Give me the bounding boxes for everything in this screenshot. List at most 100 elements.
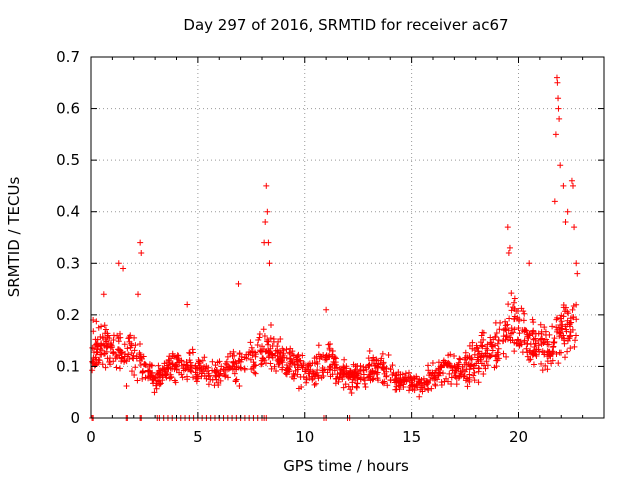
data-point (287, 345, 294, 352)
data-point (236, 351, 243, 358)
data-point (277, 349, 284, 356)
data-point (297, 374, 304, 381)
y-tick-label: 0.1 (56, 357, 80, 375)
data-point (519, 327, 526, 334)
data-point (503, 332, 510, 339)
data-point (493, 353, 500, 360)
data-point (250, 365, 257, 372)
data-point (416, 379, 423, 386)
data-point (300, 360, 307, 367)
data-point (523, 327, 530, 334)
data-point (506, 244, 513, 251)
data-point (294, 353, 301, 360)
data-point (335, 378, 342, 385)
data-point (492, 319, 499, 326)
data-point (429, 360, 436, 367)
data-point (564, 208, 571, 215)
data-point (97, 333, 104, 340)
data-point (268, 365, 275, 372)
data-point (201, 354, 208, 361)
data-point (151, 374, 158, 381)
data-point (515, 325, 522, 332)
data-point (295, 385, 302, 392)
data-point (131, 347, 138, 354)
data-point (218, 363, 225, 370)
data-point (353, 383, 360, 390)
data-point (557, 162, 564, 169)
data-point (508, 325, 515, 332)
data-point (361, 380, 368, 387)
data-point (504, 336, 511, 343)
data-point (97, 345, 104, 352)
x-tick-label: 10 (295, 428, 314, 446)
data-point (405, 369, 412, 376)
data-point (524, 331, 531, 338)
data-point (131, 334, 138, 341)
data-point (173, 363, 180, 370)
data-point (560, 304, 567, 311)
data-point (526, 356, 533, 363)
data-point (508, 330, 515, 337)
data-point (251, 361, 258, 368)
data-point (326, 353, 333, 360)
data-point (520, 317, 527, 324)
data-point (115, 338, 122, 345)
data-point (546, 348, 553, 355)
data-point (490, 336, 497, 343)
data-point (97, 341, 104, 348)
data-point (94, 348, 101, 355)
data-point (446, 370, 453, 377)
data-point (314, 360, 321, 367)
data-point (245, 351, 252, 358)
data-point (405, 376, 412, 383)
data-point (385, 351, 392, 358)
data-point (366, 348, 373, 355)
data-point (231, 370, 238, 377)
data-point (330, 358, 337, 365)
data-point (269, 343, 276, 350)
data-point (104, 343, 111, 350)
data-point (374, 364, 381, 371)
data-point (249, 352, 256, 359)
data-point (264, 341, 271, 348)
data-point (370, 375, 377, 382)
data-point (435, 365, 442, 372)
data-point (537, 321, 544, 328)
data-point (252, 370, 259, 377)
data-point (508, 307, 515, 314)
data-point (545, 341, 552, 348)
data-point (511, 295, 518, 302)
data-point (546, 331, 553, 338)
data-point (174, 356, 181, 363)
data-point (305, 363, 312, 370)
data-point (103, 348, 110, 355)
data-point (438, 364, 445, 371)
data-point (541, 324, 548, 331)
data-point (557, 315, 564, 322)
data-point (301, 368, 308, 375)
data-point (541, 349, 548, 356)
data-point (279, 364, 286, 371)
data-point (264, 336, 271, 343)
data-point (379, 364, 386, 371)
data-point (184, 376, 191, 383)
data-point (123, 358, 130, 365)
data-point (480, 370, 487, 377)
data-point (502, 322, 509, 329)
data-point (561, 340, 568, 347)
data-point (264, 208, 271, 215)
y-tick-label: 0.4 (56, 203, 80, 221)
data-point (493, 329, 500, 336)
y-tick-label: 0.7 (56, 48, 80, 66)
data-point (199, 357, 206, 364)
data-point (99, 361, 106, 368)
data-point (458, 371, 465, 378)
data-point (145, 375, 152, 382)
data-point (462, 349, 469, 356)
data-point (120, 265, 127, 272)
data-point (167, 365, 174, 372)
data-point (571, 343, 578, 350)
data-point (306, 375, 313, 382)
data-point (217, 377, 224, 384)
data-point (551, 198, 558, 205)
